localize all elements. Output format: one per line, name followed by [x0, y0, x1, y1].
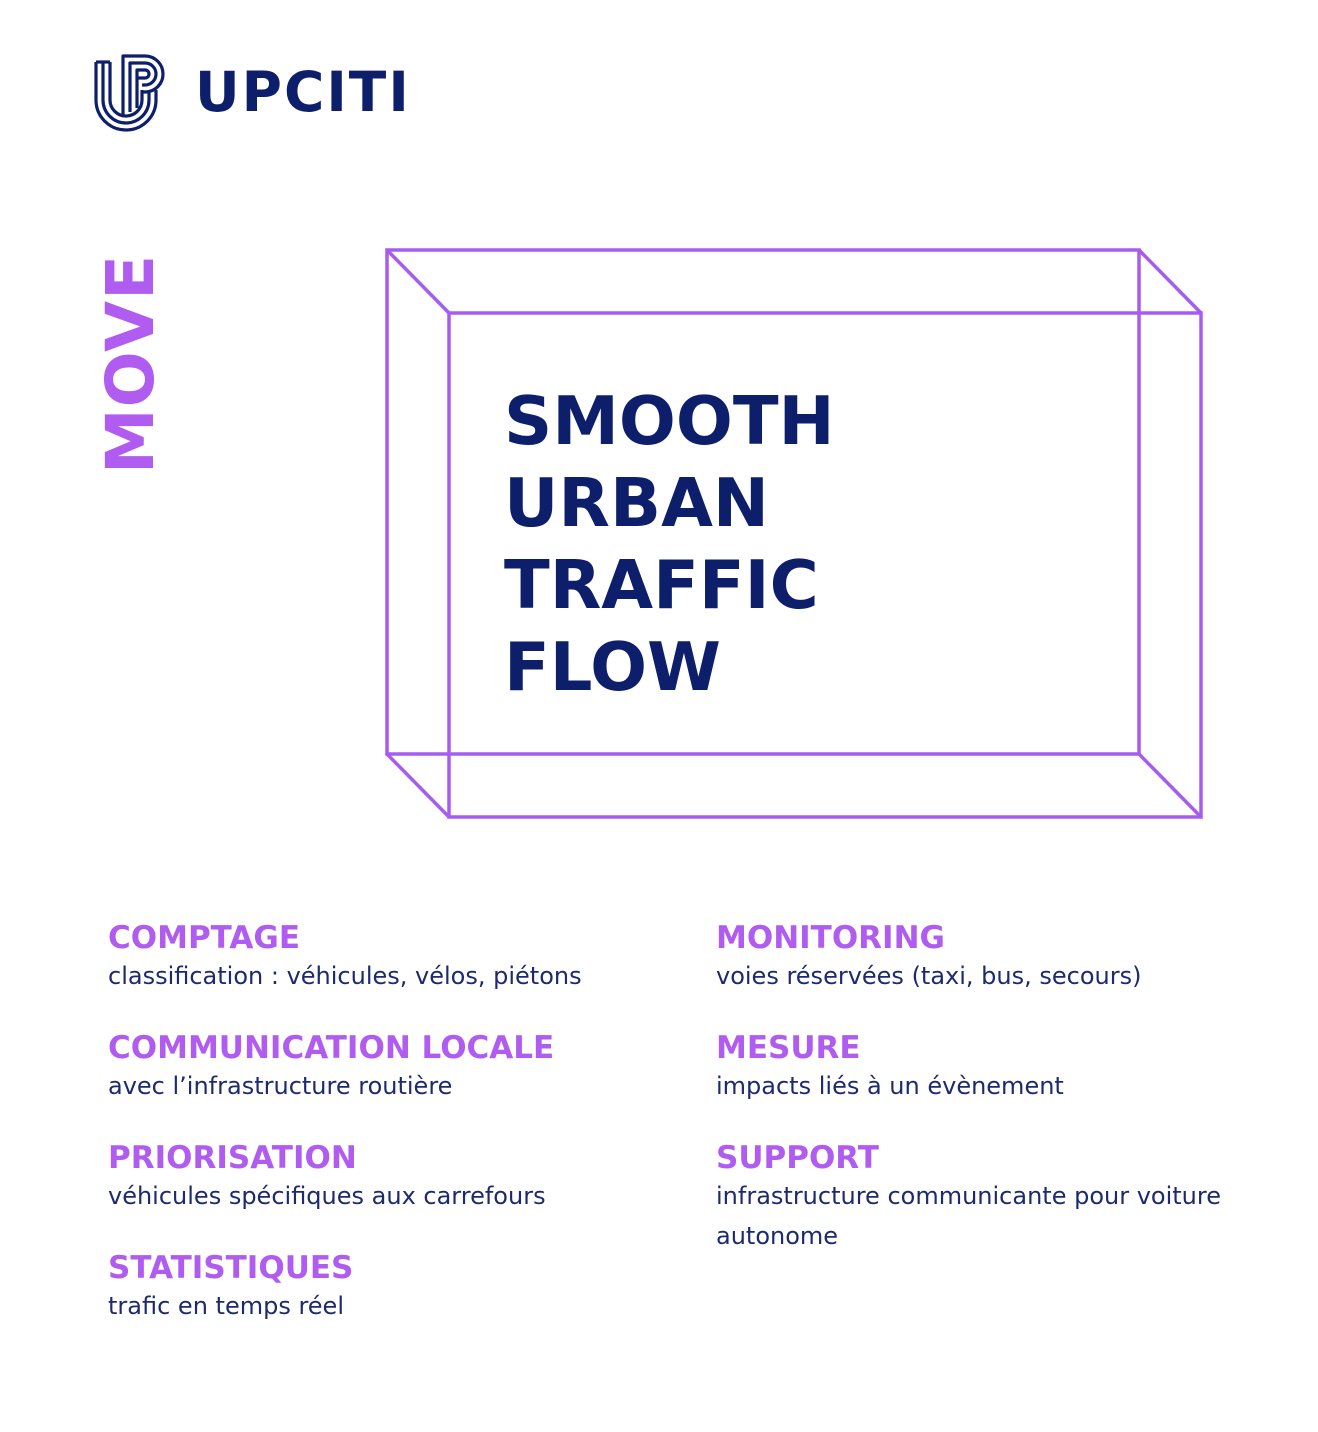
feature-statistiques: STATISTIQUES trafic en temps réel — [108, 1250, 708, 1326]
feature-communication-locale: COMMUNICATION LOCALE avec l’infrastructu… — [108, 1030, 708, 1106]
headline-line-4: FLOW — [504, 628, 721, 706]
section-label: MOVE — [92, 253, 169, 474]
feature-desc: voies réservées (taxi, bus, secours) — [716, 962, 1142, 990]
headline: SMOOTH URBAN TRAFFIC FLOW — [504, 380, 835, 708]
feature-comptage: COMPTAGE classification : véhicules, vél… — [108, 920, 708, 996]
feature-desc: avec l’infrastructure routière — [108, 1072, 453, 1100]
feature-desc: impacts liés à un évènement — [716, 1072, 1064, 1100]
up-monogram-icon — [94, 54, 165, 132]
feature-desc: véhicules spécifiques aux carrefours — [108, 1182, 546, 1210]
feature-support: SUPPORT infrastructure communicante pour… — [716, 1140, 1236, 1256]
feature-title: COMMUNICATION LOCALE — [108, 1030, 555, 1066]
feature-priorisation: PRIORISATION véhicules spécifiques aux c… — [108, 1140, 708, 1216]
feature-desc: infrastructure communicante pour voiture… — [716, 1182, 1221, 1250]
brand-logo: UPCITI — [93, 52, 411, 132]
headline-line-2: URBAN — [504, 464, 769, 542]
headline-line-1: SMOOTH — [504, 382, 835, 460]
feature-title: PRIORISATION — [108, 1140, 357, 1176]
feature-monitoring: MONITORING voies réservées (taxi, bus, s… — [716, 920, 1236, 996]
feature-title: SUPPORT — [716, 1140, 879, 1176]
feature-desc: trafic en temps réel — [108, 1292, 344, 1320]
feature-title: MONITORING — [716, 920, 945, 956]
feature-desc: classification : véhicules, vélos, piéto… — [108, 962, 582, 990]
feature-mesure: MESURE impacts liés à un évènement — [716, 1030, 1236, 1106]
brand-name: UPCITI — [195, 59, 411, 124]
feature-title: COMPTAGE — [108, 920, 301, 956]
feature-title: MESURE — [716, 1030, 861, 1066]
headline-line-3: TRAFFIC — [504, 546, 819, 624]
feature-title: STATISTIQUES — [108, 1250, 354, 1286]
